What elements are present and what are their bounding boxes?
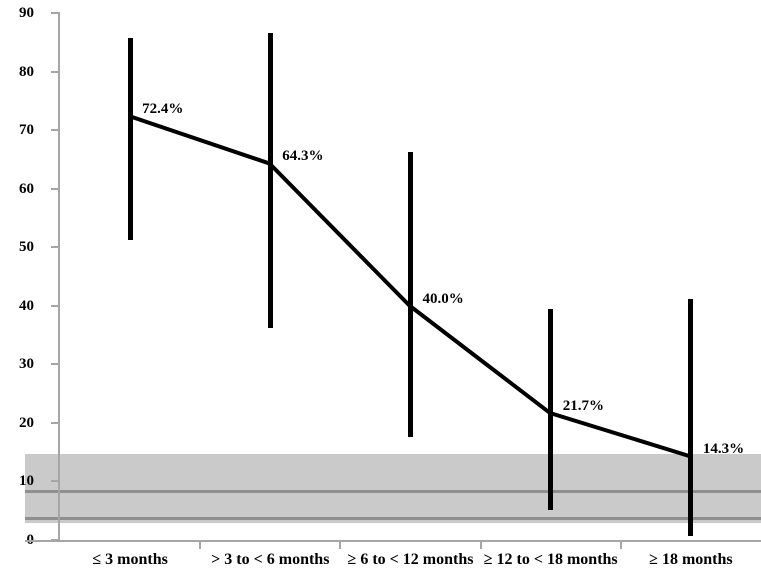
data-point-label: 21.7% [562,397,604,414]
x-axis-tick [479,542,482,549]
data-point-label: 72.4% [142,101,184,118]
y-axis-tick [51,304,60,307]
x-axis-tick [339,542,342,549]
error-bar [548,308,554,511]
y-axis-tick [51,363,60,366]
series-line-segment [408,304,553,416]
error-bar [688,298,694,536]
y-axis-tick [51,129,60,132]
x-axis-tick [199,542,202,549]
y-axis-tick-label: 60 [19,180,34,197]
y-axis-tick [51,187,60,190]
y-axis-tick-label: 30 [19,356,34,373]
reference-band [25,453,761,524]
reference-line-2 [25,516,761,520]
y-axis-tick [51,480,60,483]
series-line-segment [267,162,413,309]
y-axis-tick-label: 40 [19,297,34,314]
x-axis-category-label: ≥ 12 to < 18 months [483,551,618,568]
error-bar [127,38,133,240]
data-point-label: 40.0% [422,290,464,307]
error-bar [267,32,273,329]
y-axis-line [58,13,60,542]
data-point-label: 64.3% [282,148,324,165]
y-axis-tick-label: 50 [19,239,34,256]
y-axis-tick [51,246,60,249]
x-axis-category-label: ≥ 6 to < 12 months [347,551,474,568]
x-axis-category-label: ≤ 3 months [92,551,168,568]
y-axis-tick [51,70,60,73]
y-axis-tick-label: 20 [19,414,34,431]
y-axis-tick [51,421,60,424]
y-axis-tick-label: 90 [19,5,34,21]
y-axis-tick-label: 80 [19,63,34,80]
series-line-segment [128,114,272,167]
series-line-segment [549,411,693,459]
x-axis-tick [619,542,622,549]
error-bar [408,151,413,437]
data-point-label: 14.3% [702,441,745,458]
y-axis-tick-label: 70 [19,122,34,139]
x-axis-line [25,540,761,542]
x-axis-category-label: ≥ 18 months [649,551,733,568]
reference-line-1 [25,490,761,494]
x-axis-category-label: > 3 to < 6 months [211,551,330,568]
y-axis-tick-label: 10 [19,473,34,490]
y-axis-tick [51,12,60,14]
